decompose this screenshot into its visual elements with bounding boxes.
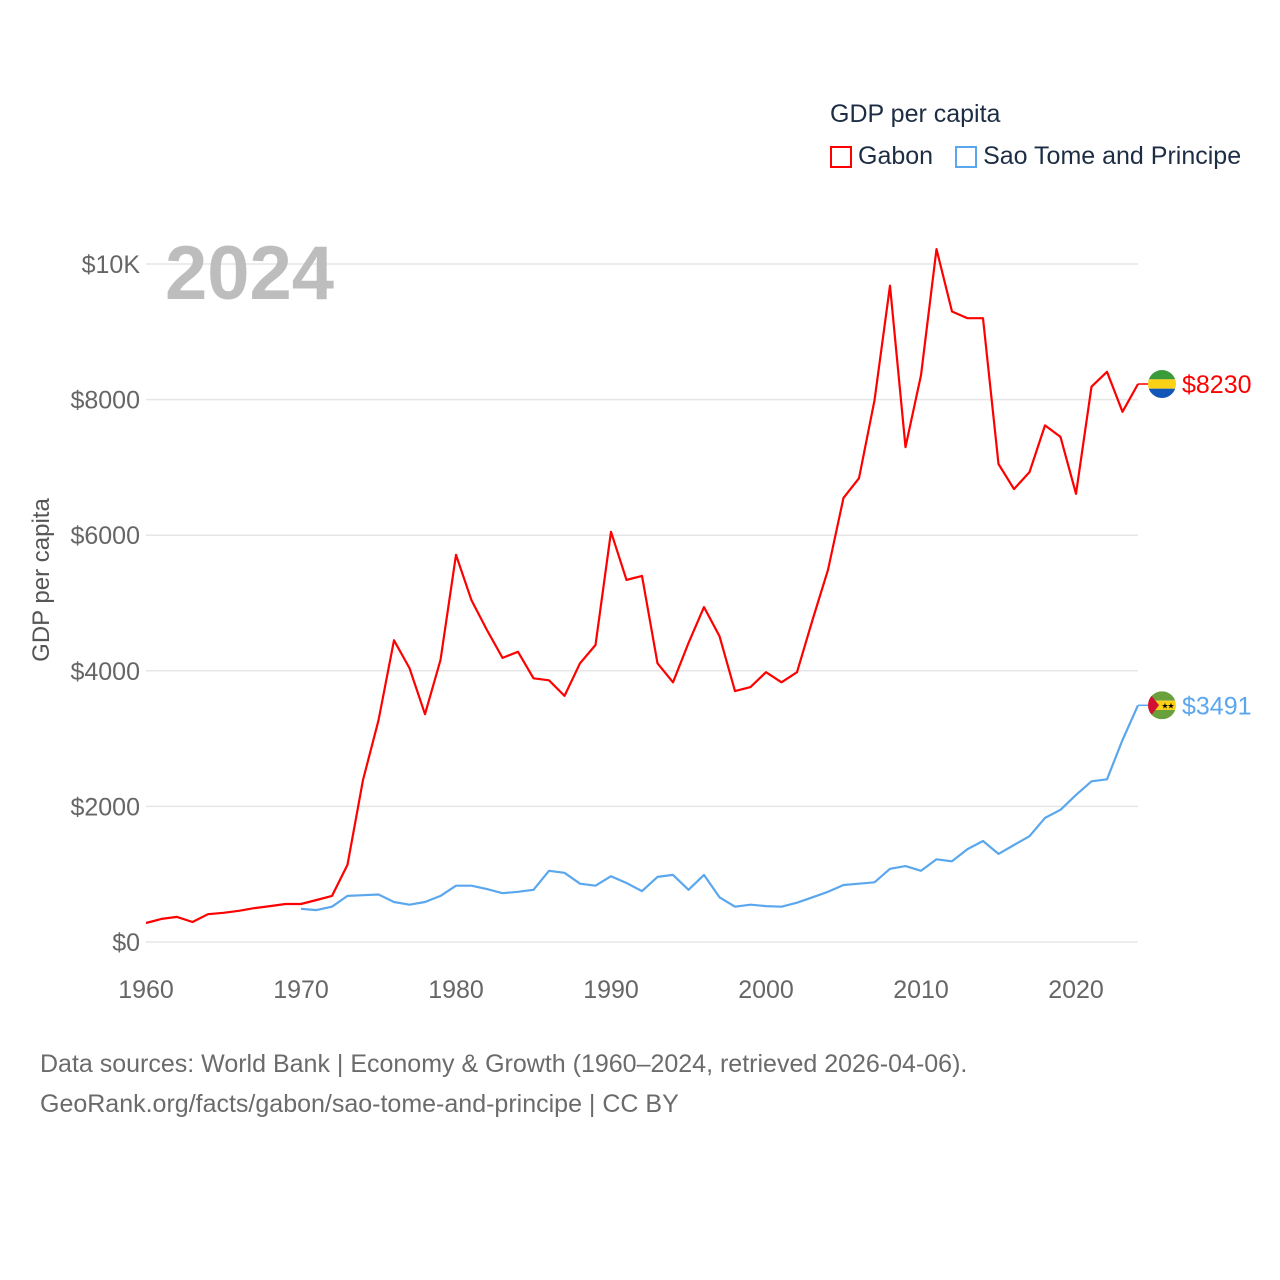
x-tick-label: 1990: [583, 976, 639, 1004]
source-link[interactable]: GeoRank.org/facts/gabon/sao-tome-and-pri…: [40, 1090, 679, 1118]
legend-item-sao-tome[interactable]: Sao Tome and Principe: [955, 142, 1241, 171]
data-source: Data sources: World Bank | Economy & Gro…: [40, 1050, 968, 1078]
gabon-flag-icon: [1148, 370, 1176, 399]
svg-text:★: ★: [1167, 701, 1174, 710]
legend-swatch-gabon: [830, 145, 852, 168]
end-value-label: $8230: [1182, 371, 1252, 399]
y-tick-label: $2000: [70, 793, 140, 821]
y-tick-label: $8000: [70, 387, 140, 415]
legend-swatch-sao-tome: [955, 145, 978, 168]
y-tick-label: $4000: [70, 658, 140, 686]
series-line-gabon: [145, 248, 1139, 925]
y-tick-label: $6000: [70, 522, 140, 550]
x-tick-label: 1970: [273, 976, 329, 1004]
x-tick-label: 2000: [738, 976, 794, 1004]
x-tick-label: 1980: [428, 976, 484, 1004]
x-tick-label: 2010: [893, 976, 949, 1004]
end-value-label: $3491: [1182, 692, 1252, 720]
sao-tome-flag-icon: ★★: [1148, 691, 1176, 720]
series-line-sao-tome: [300, 704, 1140, 912]
legend-label: Sao Tome and Principe: [983, 142, 1242, 170]
footer: Data sources: World Bank | Economy & Gro…: [40, 1044, 967, 1124]
y-tick-label: $0: [112, 929, 140, 957]
y-tick-label: $10K: [82, 251, 141, 279]
legend-item-gabon[interactable]: Gabon: [830, 142, 933, 171]
year-label: 2024: [165, 231, 335, 316]
svg-text:★: ★: [1161, 701, 1168, 710]
legend-label: Gabon: [858, 142, 934, 170]
x-tick-label: 1960: [118, 976, 174, 1004]
legend: Gabon Sao Tome and Principe: [830, 142, 1253, 171]
x-tick-label: 2020: [1048, 976, 1104, 1004]
y-axis-label: GDP per capita: [28, 498, 55, 662]
legend-title: GDP per capita: [830, 100, 1001, 128]
